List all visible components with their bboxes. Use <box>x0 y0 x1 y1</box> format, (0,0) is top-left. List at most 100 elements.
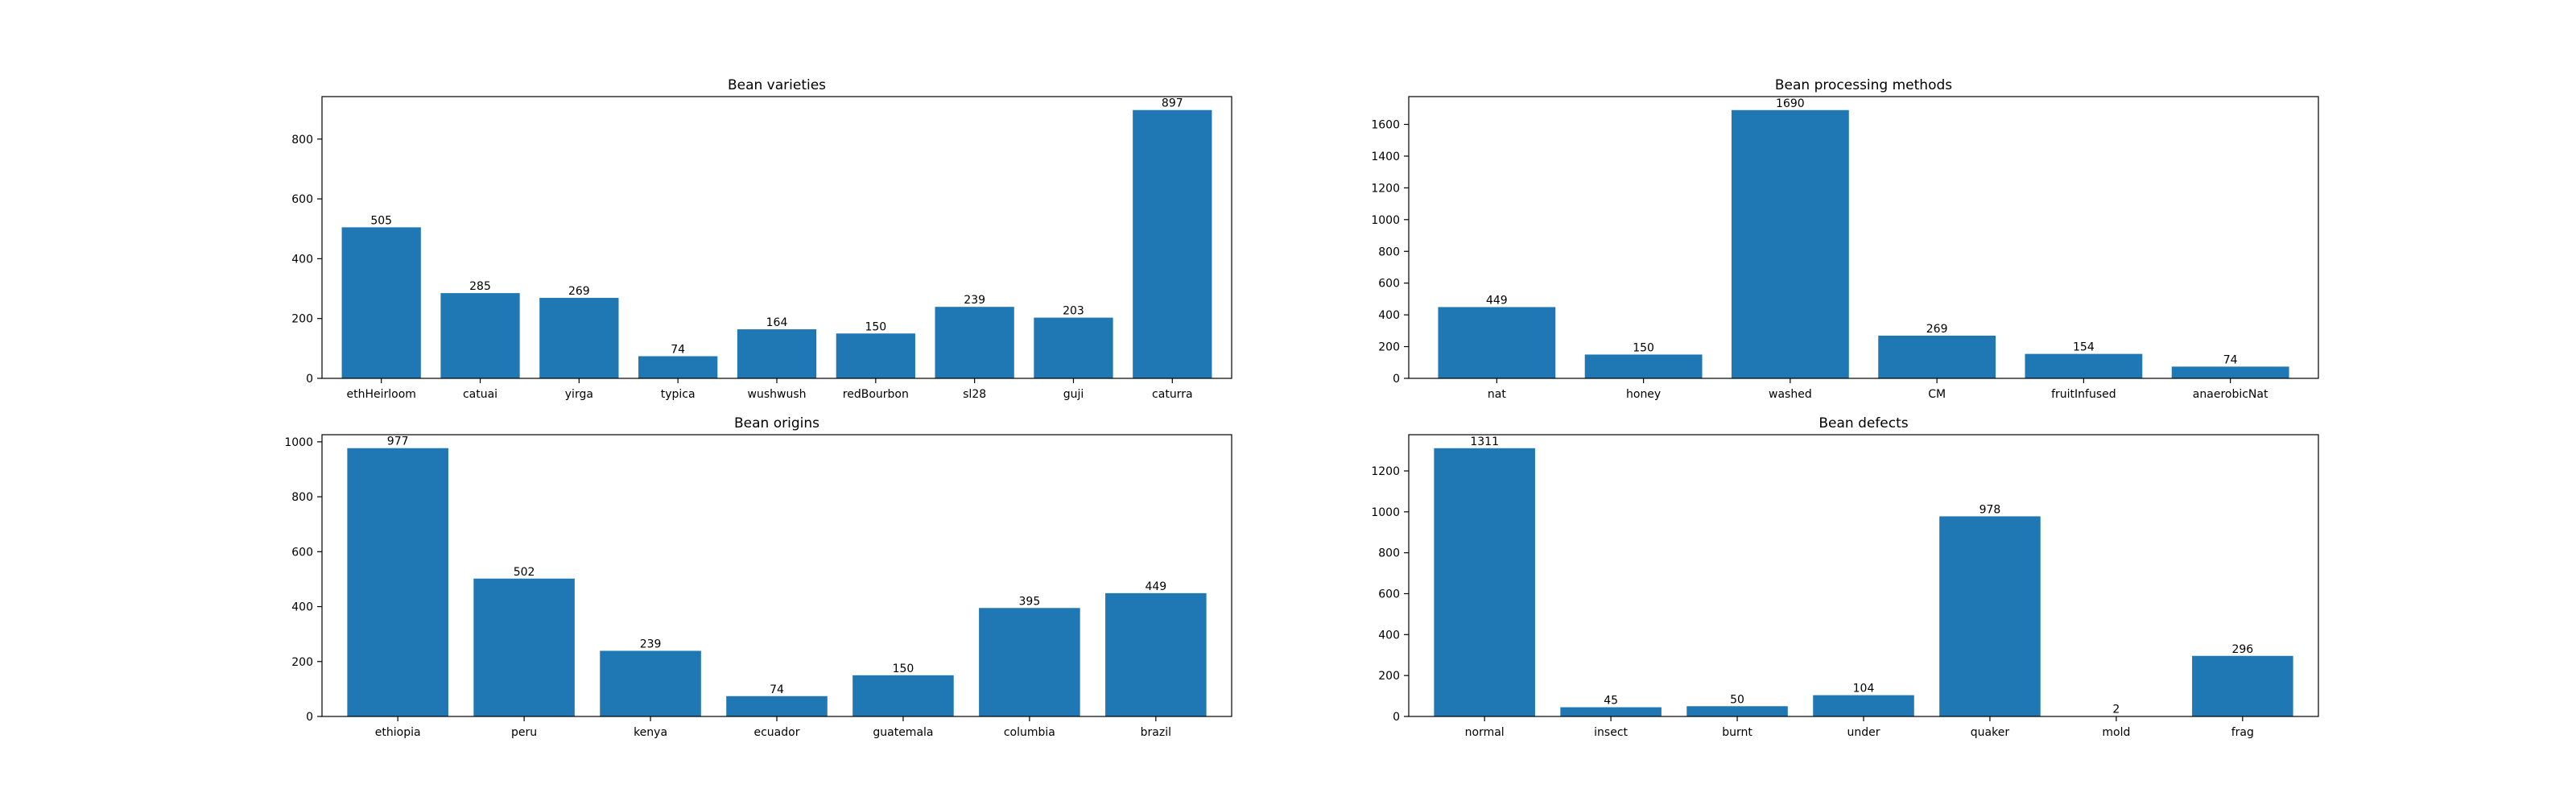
y-tick-label: 600 <box>291 193 313 206</box>
data-label: 977 <box>387 436 409 448</box>
x-tick-label: anaerobicNat <box>2193 388 2268 401</box>
y-tick-label: 0 <box>306 711 313 724</box>
bar-ethheirloom <box>341 227 421 378</box>
data-label: 154 <box>2073 341 2095 354</box>
x-tick-label: peru <box>511 726 537 739</box>
x-tick-label: nat <box>1488 388 1506 401</box>
x-tick-label: CM <box>1928 388 1946 401</box>
y-tick-label: 0 <box>306 373 313 386</box>
y-tick-label: 400 <box>1378 309 1400 322</box>
x-tick-label: caturra <box>1152 388 1192 401</box>
y-tick-label: 800 <box>1378 246 1400 258</box>
bar-burnt <box>1686 706 1788 716</box>
bar-columbia <box>979 608 1080 716</box>
chart-title: Bean varieties <box>728 77 826 93</box>
bar-sl28 <box>935 307 1014 378</box>
chart-title: Bean origins <box>734 415 819 431</box>
bar-under <box>1813 695 1914 716</box>
bar-washed <box>1731 109 1849 378</box>
bar-ecuador <box>726 696 828 716</box>
y-tick-label: 1600 <box>1371 119 1400 132</box>
data-label: 978 <box>1979 503 2001 516</box>
y-tick-label: 1000 <box>1371 506 1400 519</box>
x-tick-label: ethHeirloom <box>346 388 415 401</box>
y-tick-label: 600 <box>1378 278 1400 291</box>
y-tick-label: 0 <box>1393 711 1400 724</box>
data-label: 395 <box>1019 595 1041 608</box>
bar-brazil <box>1105 592 1207 716</box>
chart-panel-3: Bean defects 1311 normal 45 insect 50 burnt 104… <box>1371 415 2319 739</box>
bar-normal <box>1434 448 1535 716</box>
x-tick-label: guji <box>1063 388 1084 401</box>
data-label: 269 <box>1926 323 1948 336</box>
y-tick-label: 0 <box>1393 373 1400 386</box>
data-label: 150 <box>1633 341 1654 354</box>
data-label: 50 <box>1730 693 1744 706</box>
bar-insect <box>1560 707 1662 716</box>
y-tick-label: 1400 <box>1371 151 1400 163</box>
y-tick-label: 200 <box>291 313 313 326</box>
bar-catuai <box>440 293 520 378</box>
bar-typica <box>638 356 718 378</box>
data-label: 449 <box>1486 294 1508 307</box>
y-tick-label: 800 <box>291 491 313 504</box>
x-tick-label: under <box>1847 726 1880 739</box>
data-label: 2 <box>2112 703 2120 716</box>
x-tick-label: yirga <box>565 388 593 401</box>
x-tick-label: guatemala <box>873 726 933 739</box>
data-label: 239 <box>964 294 985 307</box>
bar-peru <box>473 578 575 716</box>
data-label: 449 <box>1145 580 1166 593</box>
x-tick-label: brazil <box>1141 726 1171 739</box>
x-tick-label: catuai <box>463 388 497 401</box>
data-label: 150 <box>865 320 886 333</box>
y-tick-label: 200 <box>1378 341 1400 354</box>
data-label: 239 <box>640 638 662 650</box>
bar-quaker <box>1939 516 2041 716</box>
x-tick-label: insect <box>1594 726 1628 739</box>
data-label: 1311 <box>1470 436 1499 448</box>
axes-frame <box>321 96 1232 379</box>
x-tick-label: frag <box>2231 726 2254 739</box>
y-tick-label: 1200 <box>1371 182 1400 195</box>
chart-title: Bean defects <box>1818 415 1908 431</box>
y-tick-label: 200 <box>1378 670 1400 683</box>
axes-frame <box>1408 96 2319 379</box>
y-tick-label: 1000 <box>1371 214 1400 227</box>
data-label: 897 <box>1162 97 1183 110</box>
y-tick-label: 1000 <box>284 436 313 449</box>
data-label: 505 <box>370 214 392 227</box>
x-tick-label: mold <box>2102 726 2130 739</box>
bar-redbourbon <box>836 333 915 378</box>
y-tick-label: 600 <box>291 546 313 559</box>
bar-honey <box>1584 354 1703 378</box>
x-tick-label: typica <box>661 388 696 401</box>
data-label: 45 <box>1604 695 1618 708</box>
data-label: 502 <box>514 566 535 579</box>
data-label: 74 <box>2223 353 2238 366</box>
bar-kenya <box>600 650 701 716</box>
data-label: 164 <box>766 316 788 329</box>
data-label: 296 <box>2231 643 2253 656</box>
bar-yirga <box>539 298 619 378</box>
x-tick-label: ecuador <box>754 726 800 739</box>
bar-nat <box>1438 307 1556 378</box>
chart-panel-2: Bean origins 977 ethiopia 502 peru 239 kenya 74… <box>284 415 1232 739</box>
bar-frag <box>2192 655 2293 716</box>
data-label: 285 <box>469 280 491 293</box>
x-tick-label: redBourbon <box>843 388 909 401</box>
bar-guatemala <box>852 675 954 716</box>
data-label: 1690 <box>1776 97 1805 110</box>
data-label: 74 <box>770 683 784 696</box>
chart-panel-1: Bean processing methods 449 nat 150 honey 169… <box>1371 77 2319 401</box>
y-tick-label: 800 <box>291 134 313 147</box>
x-tick-label: washed <box>1769 388 1812 401</box>
bar-guji <box>1034 317 1113 378</box>
axes-frame <box>1408 434 2319 717</box>
x-tick-label: honey <box>1626 388 1661 401</box>
bar-fruitinfused <box>2025 353 2143 378</box>
axes-frame <box>321 434 1232 717</box>
x-tick-label: ethiopia <box>375 726 421 739</box>
bar-ethiopia <box>347 448 448 716</box>
x-tick-label: sl28 <box>963 388 986 401</box>
